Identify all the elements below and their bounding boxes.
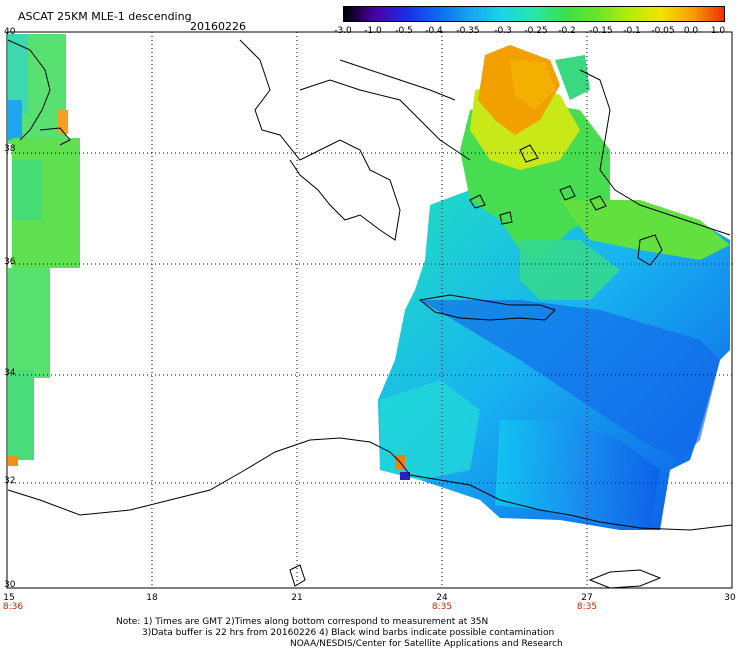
- cb-label: -0.1: [623, 26, 641, 36]
- chart-title: ASCAT 25KM MLE-1 descending: [18, 10, 192, 23]
- cb-label: -0.15: [589, 26, 613, 36]
- cb-label: -0.4: [425, 26, 443, 36]
- coastlines: [7, 39, 733, 589]
- lat-label: 36: [4, 257, 16, 267]
- cb-label: -0.35: [456, 26, 480, 36]
- note-line-1: Note: 1) Times are GMT 2)Times along bot…: [116, 617, 489, 627]
- cb-label: -0.2: [558, 26, 576, 36]
- lat-label: 30: [4, 580, 16, 590]
- cb-label: 1.0: [710, 26, 726, 36]
- lon-label: 18: [146, 593, 158, 603]
- lat-label: 38: [4, 144, 16, 154]
- lon-label: 15: [3, 593, 15, 603]
- lat-label: 34: [4, 368, 16, 378]
- lon-label: 24: [436, 593, 448, 603]
- note-line-2: 3)Data buffer is 22 hrs from 20160226 4)…: [142, 628, 555, 638]
- west-swath: [8, 34, 80, 466]
- gridlines: [7, 32, 732, 588]
- time-label: 8:35: [576, 602, 598, 612]
- cb-label: -0.3: [494, 26, 512, 36]
- cb-label: -0.05: [651, 26, 675, 36]
- cb-label: -0.5: [395, 26, 413, 36]
- chart-date: 20160226: [190, 20, 246, 33]
- cb-label: 0.0: [683, 26, 699, 36]
- lon-label: 30: [724, 593, 736, 603]
- lat-label: 40: [4, 27, 16, 37]
- time-label: 8:35: [431, 602, 453, 612]
- lon-label: 27: [581, 593, 593, 603]
- note-line-3: NOAA/NESDIS/Center for Satellite Applica…: [290, 639, 563, 649]
- cb-label: -1.0: [364, 26, 382, 36]
- colorbar: [343, 6, 725, 22]
- lon-label: 21: [291, 593, 303, 603]
- east-swath: [378, 45, 730, 530]
- lat-label: 32: [4, 476, 16, 486]
- cb-label: -0.25: [524, 26, 548, 36]
- cb-label: -3.0: [334, 26, 352, 36]
- time-label: 8:36: [2, 602, 24, 612]
